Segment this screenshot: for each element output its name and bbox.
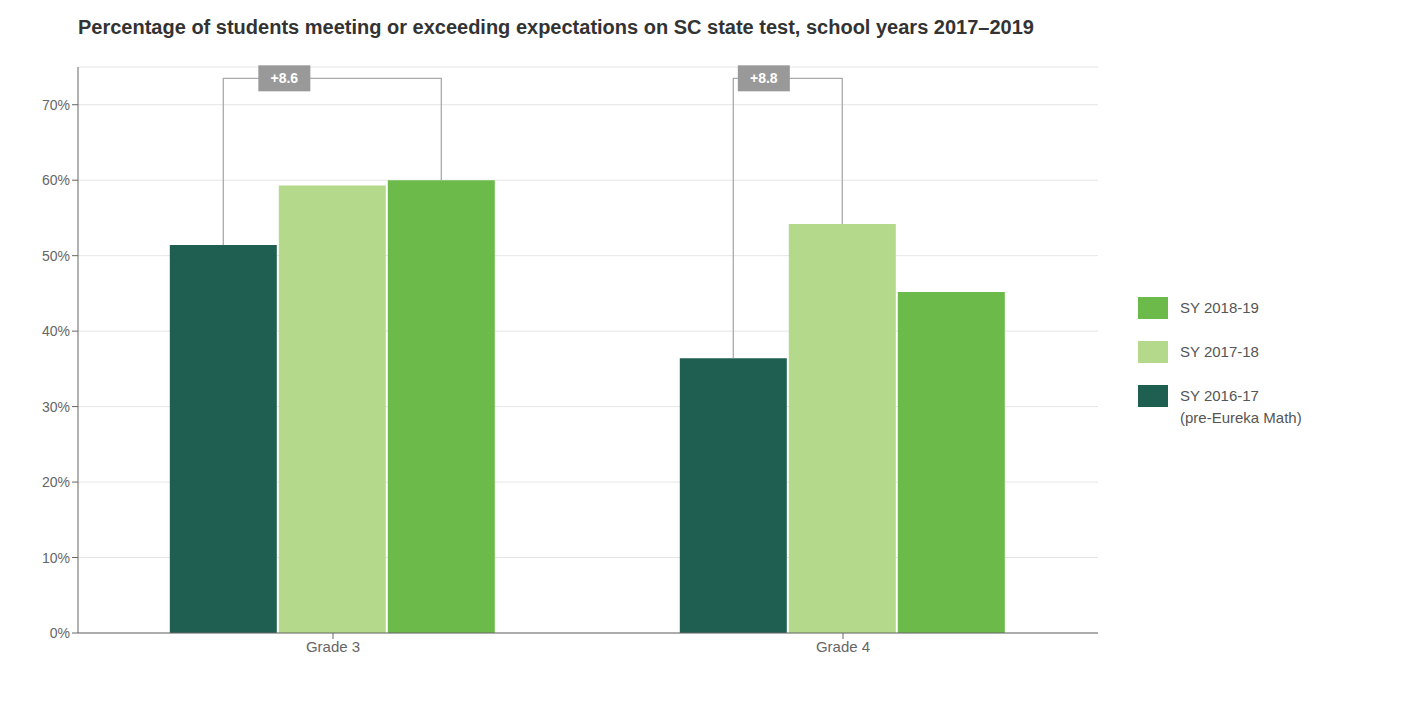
svg-text:20%: 20% (42, 474, 70, 490)
svg-text:40%: 40% (42, 323, 70, 339)
svg-text:10%: 10% (42, 550, 70, 566)
svg-text:0%: 0% (50, 625, 70, 641)
svg-text:70%: 70% (42, 97, 70, 113)
svg-text:Grade 4: Grade 4 (816, 638, 870, 655)
svg-text:+8.6: +8.6 (271, 70, 299, 86)
svg-text:+8.8: +8.8 (750, 70, 778, 86)
html-text:Percentage of students meeting: Percentage of students meeting or exceed… (78, 16, 1034, 38)
svg-text:50%: 50% (42, 248, 70, 264)
html-text:SY 2018-19: SY 2018-19 (1180, 299, 1259, 316)
svg-text:Grade 3: Grade 3 (306, 638, 360, 655)
svg-text:30%: 30% (42, 399, 70, 415)
html-text:(pre-Eureka Math): (pre-Eureka Math) (1180, 409, 1302, 426)
svg-text:60%: 60% (42, 172, 70, 188)
html-text:SY 2016-17: SY 2016-17 (1180, 387, 1259, 404)
html-text:SY 2017-18: SY 2017-18 (1180, 343, 1259, 360)
